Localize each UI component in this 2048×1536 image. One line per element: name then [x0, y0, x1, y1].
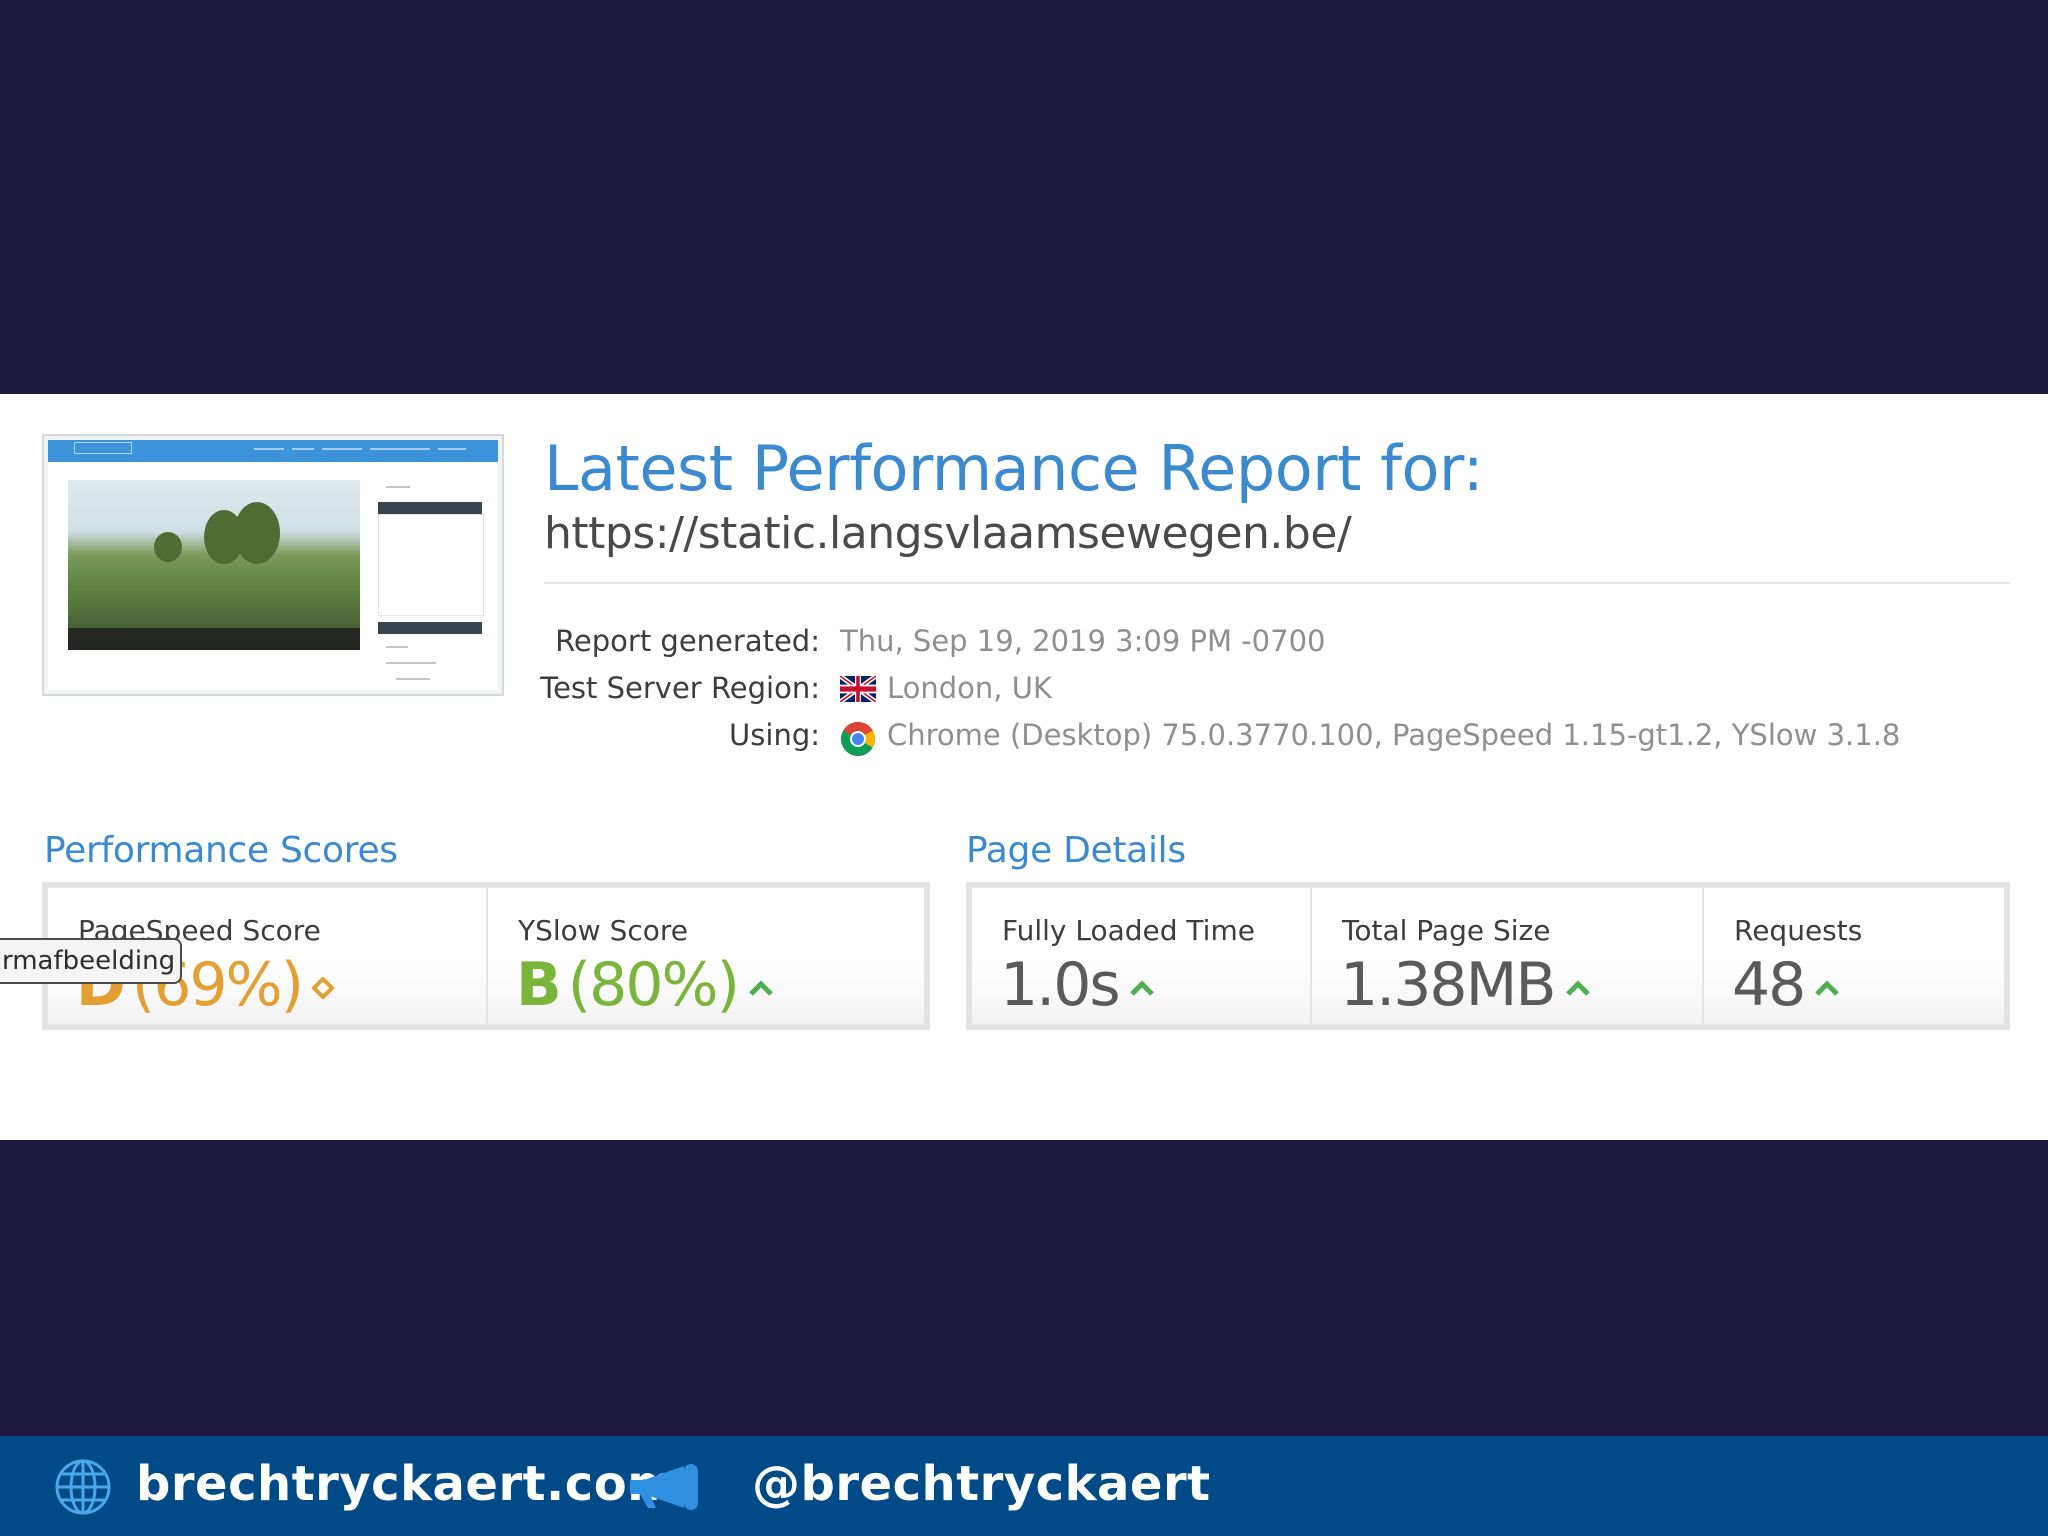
thumbnail-photo [68, 480, 360, 650]
image-tooltip: rmafbeelding [0, 938, 182, 984]
requests-label: Requests [1734, 914, 1863, 947]
fully-loaded-time-value: 1.0s [1000, 950, 1155, 1020]
divider [544, 582, 2010, 584]
megaphone-icon [630, 1464, 698, 1510]
footer-bar: brechtryckaert.com @brechtryckaert [0, 1436, 2048, 1536]
using-value: Chrome (Desktop) 75.0.3770.100, PageSpee… [887, 718, 1901, 752]
report-url[interactable]: https://static.langsvlaamsewegen.be/ [544, 508, 1352, 559]
uk-flag-icon [840, 676, 876, 702]
report-generated-value: Thu, Sep 19, 2019 3:09 PM -0700 [840, 624, 1326, 658]
yslow-percent: (80%) [567, 950, 740, 1020]
performance-scores-title: Performance Scores [44, 830, 398, 871]
up-arrow-icon [1129, 980, 1154, 997]
total-page-size-label: Total Page Size [1342, 914, 1551, 947]
total-page-size-cell[interactable]: Total Page Size 1.38MB [1310, 888, 1704, 1024]
globe-icon [55, 1459, 111, 1515]
yslow-score-cell[interactable]: YSlow Score B (80%) [486, 888, 926, 1024]
report-generated-label: Report generated: [555, 624, 820, 658]
chrome-icon [841, 722, 875, 756]
page-details-box: Fully Loaded Time 1.0s Total Page Size 1… [966, 882, 2010, 1030]
using-label: Using: [729, 718, 820, 752]
total-page-size-value: 1.38MB [1340, 950, 1591, 1020]
yslow-grade: B [516, 950, 562, 1020]
fully-loaded-time-cell[interactable]: Fully Loaded Time 1.0s [972, 888, 1310, 1024]
test-server-region-value: London, UK [887, 671, 1052, 705]
up-arrow-icon [1815, 980, 1840, 997]
performance-scores-box: PageSpeed Score D (69%) YSlow Score B (80%… [42, 882, 930, 1030]
requests-value: 48 [1732, 950, 1840, 1020]
yslow-score-label: YSlow Score [518, 914, 689, 947]
report-panel: Latest Performance Report for: https://s… [0, 394, 2048, 1140]
yslow-score-value: B (80%) [516, 950, 774, 1020]
page-details-title: Page Details [966, 830, 1186, 871]
up-arrow-icon [1565, 980, 1590, 997]
website-link[interactable]: brechtryckaert.com [136, 1456, 678, 1512]
report-title: Latest Performance Report for: [544, 432, 1484, 505]
up-arrow-icon [749, 980, 773, 997]
requests-cell[interactable]: Requests 48 [1702, 888, 2006, 1024]
fully-loaded-time-label: Fully Loaded Time [1002, 914, 1255, 947]
diamond-icon [312, 977, 334, 1000]
twitter-handle[interactable]: @brechtryckaert [752, 1456, 1211, 1512]
test-server-region-label: Test Server Region: [540, 671, 820, 705]
site-screenshot-thumbnail[interactable] [42, 434, 504, 696]
